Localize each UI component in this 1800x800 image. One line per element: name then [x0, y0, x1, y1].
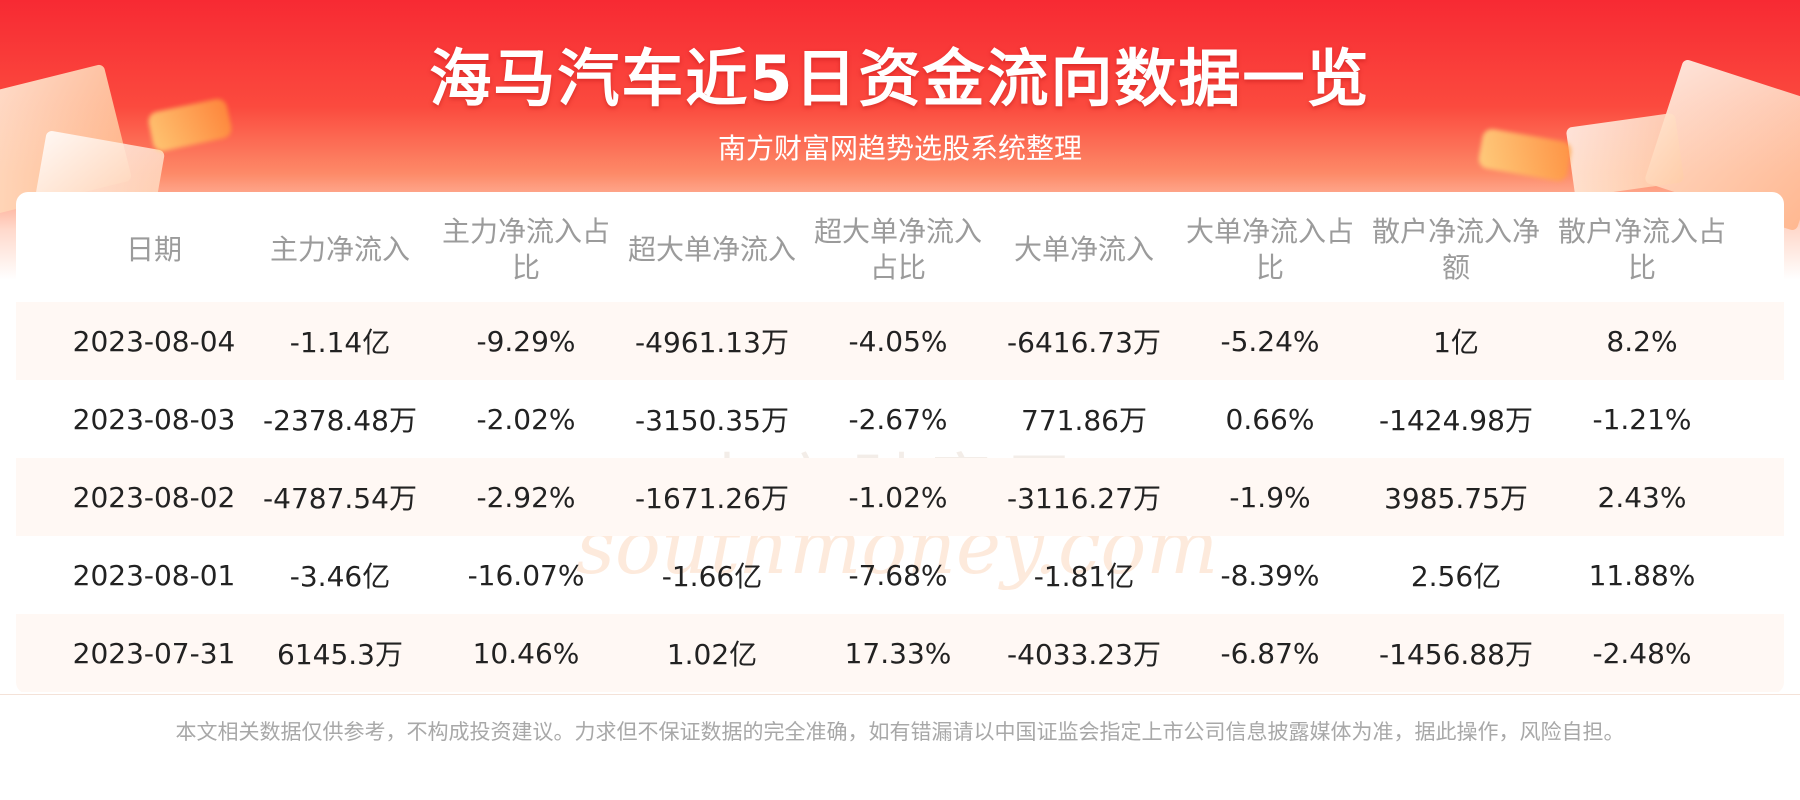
cell-large-net-inflow-ratio: 0.66% — [1225, 402, 1315, 436]
cell-date: 2023-08-04 — [72, 324, 236, 358]
column-header-super-large-net-inflow: 超大单净流入 — [627, 233, 796, 266]
column-header-super-large-net-inflow-ratio: 超大单净流入占比 — [813, 215, 982, 284]
cell-main-net-inflow: -1.14亿 — [289, 326, 391, 359]
cell-date: 2023-08-01 — [72, 558, 236, 592]
cell-main-net-inflow-ratio: -16.07% — [467, 558, 585, 592]
cell-retail-net-inflow: 2.56亿 — [1410, 560, 1502, 593]
cell-super-large-net-inflow: 1.02亿 — [666, 638, 758, 671]
cell-large-net-inflow-ratio: -8.39% — [1220, 558, 1320, 592]
cell-super-large-net-inflow-ratio: -1.02% — [848, 480, 948, 514]
cell-main-net-inflow: -3.46亿 — [289, 560, 391, 593]
cell-retail-net-inflow-ratio: -2.48% — [1592, 636, 1692, 670]
cell-super-large-net-inflow-ratio: -7.68% — [848, 558, 948, 592]
cell-super-large-net-inflow: -1.66亿 — [661, 560, 763, 593]
cell-main-net-inflow-ratio: -9.29% — [476, 324, 576, 358]
cell-retail-net-inflow: 1亿 — [1433, 326, 1479, 359]
cell-date: 2023-07-31 — [72, 636, 236, 670]
cell-main-net-inflow: -2378.48万 — [263, 404, 417, 437]
cell-main-net-inflow-ratio: -2.02% — [476, 402, 576, 436]
cell-super-large-net-inflow-ratio: -2.67% — [848, 402, 948, 436]
cell-large-net-inflow: -1.81亿 — [1033, 560, 1135, 593]
cell-large-net-inflow: 771.86万 — [1021, 404, 1147, 437]
cell-large-net-inflow-ratio: -1.9% — [1229, 480, 1311, 514]
footer-divider — [0, 694, 1800, 695]
cell-retail-net-inflow: -1456.88万 — [1379, 638, 1533, 671]
cell-main-net-inflow-ratio: -2.92% — [476, 480, 576, 514]
fund-flow-table: 南方财富网 southmoney.com 日期 主力净流入 主力净流入占比 超大… — [16, 192, 1784, 694]
table-row: 2023-08-03 -2378.48万 -2.02% -3150.35万 -2… — [16, 380, 1784, 458]
page-subtitle: 南方财富网趋势选股系统整理 — [717, 132, 1082, 165]
column-header-main-net-inflow-ratio: 主力净流入占比 — [441, 215, 610, 284]
cell-large-net-inflow: -3116.27万 — [1007, 482, 1161, 515]
column-header-large-net-inflow: 大单净流入 — [1013, 233, 1154, 266]
table-row: 2023-07-31 6145.3万 10.46% 1.02亿 17.33% -… — [16, 614, 1784, 692]
disclaimer-text: 本文相关数据仅供参考，不构成投资建议。力求但不保证数据的完全准确，如有错漏请以中… — [175, 720, 1625, 744]
column-header-date: 日期 — [125, 233, 182, 266]
cell-super-large-net-inflow: -3150.35万 — [635, 404, 789, 437]
cell-super-large-net-inflow-ratio: -4.05% — [848, 324, 948, 358]
column-header-retail-net-inflow-ratio: 散户净流入占比 — [1557, 215, 1726, 284]
cell-retail-net-inflow: -1424.98万 — [1379, 404, 1533, 437]
cell-retail-net-inflow-ratio: 2.43% — [1597, 480, 1687, 514]
table-row: 2023-08-01 -3.46亿 -16.07% -1.66亿 -7.68% … — [16, 536, 1784, 614]
table-row: 2023-08-02 -4787.54万 -2.92% -1671.26万 -1… — [16, 458, 1784, 536]
page-title: 海马汽车近5日资金流向数据一览 — [429, 42, 1371, 115]
cell-retail-net-inflow-ratio: 8.2% — [1606, 324, 1678, 358]
cell-retail-net-inflow-ratio: 11.88% — [1588, 558, 1696, 592]
cell-large-net-inflow-ratio: -5.24% — [1220, 324, 1320, 358]
cell-super-large-net-inflow: -1671.26万 — [635, 482, 789, 515]
column-header-main-net-inflow: 主力净流入 — [269, 233, 410, 266]
table-row: 2023-08-04 -1.14亿 -9.29% -4961.13万 -4.05… — [16, 302, 1784, 380]
cell-retail-net-inflow: 3985.75万 — [1384, 482, 1528, 515]
cell-date: 2023-08-02 — [72, 480, 236, 514]
cell-large-net-inflow-ratio: -6.87% — [1220, 636, 1320, 670]
cell-retail-net-inflow-ratio: -1.21% — [1592, 402, 1692, 436]
cell-main-net-inflow-ratio: 10.46% — [472, 636, 580, 670]
cell-date: 2023-08-03 — [72, 402, 236, 436]
column-header-retail-net-inflow: 散户净流入净额 — [1371, 215, 1540, 284]
cell-large-net-inflow: -4033.23万 — [1007, 638, 1161, 671]
cell-super-large-net-inflow-ratio: 17.33% — [844, 636, 952, 670]
cell-large-net-inflow: -6416.73万 — [1007, 326, 1161, 359]
cell-super-large-net-inflow: -4961.13万 — [635, 326, 789, 359]
column-header-large-net-inflow-ratio: 大单净流入占比 — [1185, 215, 1354, 284]
table-header: 日期 主力净流入 主力净流入占比 超大单净流入 超大单净流入占比 大单净流入 大… — [16, 192, 1784, 302]
cell-main-net-inflow: -4787.54万 — [263, 482, 417, 515]
cell-main-net-inflow: 6145.3万 — [277, 638, 403, 671]
